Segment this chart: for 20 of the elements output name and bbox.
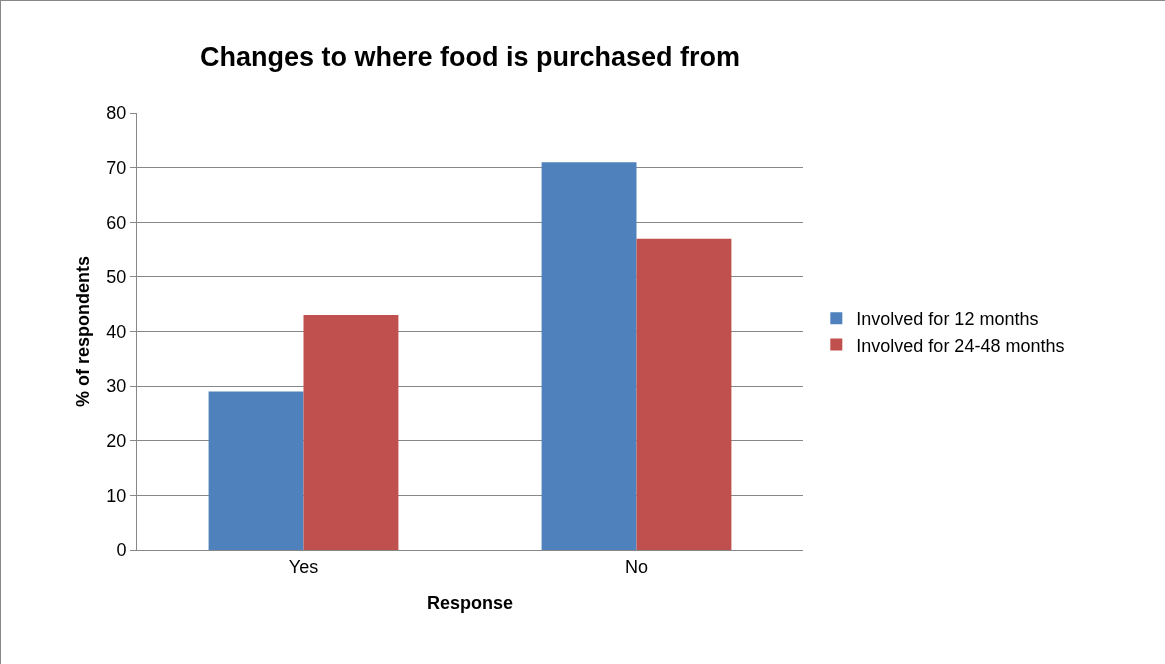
x-tick-label: No (624, 556, 649, 577)
y-tick-label: 60 (106, 212, 127, 233)
legend-label: Involved for 24-48 months (856, 335, 1065, 356)
y-tick-label: 50 (106, 267, 127, 288)
y-tick-label: 10 (106, 485, 127, 506)
y-tick-label: 0 (116, 540, 127, 561)
x-axis-title: Response (426, 592, 514, 613)
bar (541, 162, 637, 550)
y-tick-label: 20 (106, 431, 127, 452)
bar (636, 238, 732, 550)
chart-title: Changes to where food is purchased from (199, 42, 741, 73)
legend-label: Involved for 12 months (856, 309, 1039, 330)
y-tick-label: 40 (106, 321, 127, 342)
bar (208, 391, 304, 550)
bar (303, 315, 399, 550)
y-axis-title: % of respondents (72, 255, 93, 408)
x-tick-label: Yes (288, 556, 319, 577)
y-tick-label: 70 (106, 157, 127, 178)
y-tick-label: 80 (106, 103, 127, 124)
y-tick-label: 30 (106, 376, 127, 397)
